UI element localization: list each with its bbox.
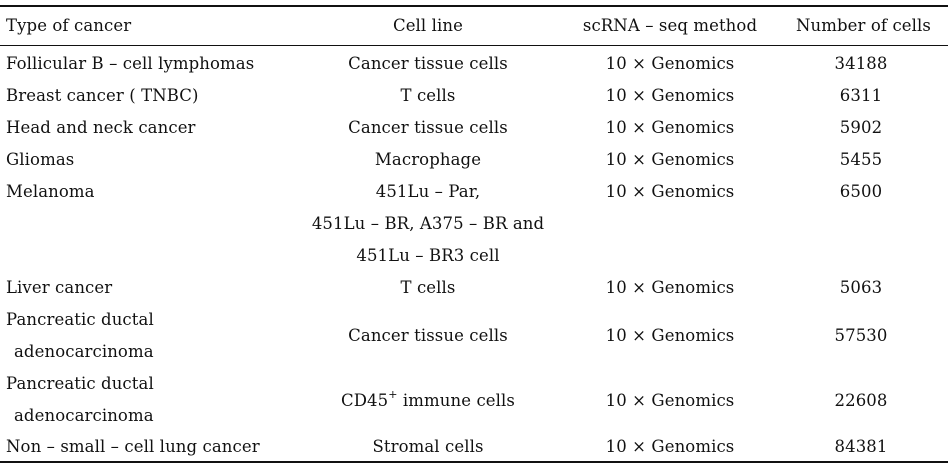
table-row-number: 84381 — [834, 437, 888, 456]
table-row-type: Non – small – cell lung cancer — [6, 437, 260, 456]
cell-line-prefix: CD45 — [341, 391, 389, 410]
table-row-cell-line: CD45+ immune cells — [296, 385, 560, 417]
table-row-method: 10 × Genomics — [605, 391, 735, 410]
table-row-method: 10 × Genomics — [605, 54, 735, 73]
header-scrna-seq-method: scRNA – seq method — [582, 16, 758, 35]
table-row-number: 6311 — [839, 86, 883, 105]
table-row-type: Gliomas — [6, 150, 75, 169]
table-row-cell-line: T cells — [400, 86, 456, 105]
table-row-type-line1: Pancreatic ductal — [6, 374, 154, 393]
table-row-type: Breast cancer ( TNBC) — [6, 86, 199, 105]
table-row-type: Melanoma — [6, 182, 95, 201]
table-row-type-line1: Pancreatic ductal — [6, 310, 154, 329]
table-row-cell-line-line3: 451Lu – BR3 cell — [356, 246, 500, 265]
table-row-method: 10 × Genomics — [605, 278, 735, 297]
table-row-cell-line-line2: 451Lu – BR, A375 – BR and — [311, 214, 545, 233]
table-row-method: 10 × Genomics — [605, 437, 735, 456]
table-row-number: 5455 — [839, 150, 883, 169]
table-row-type: Follicular B – cell lymphomas — [6, 54, 255, 73]
table-row-cell-line: Stromal cells — [372, 437, 484, 456]
header-number-of-cells: Number of cells — [796, 16, 931, 35]
table-row-number: 6500 — [839, 182, 883, 201]
table-row-number: 34188 — [834, 54, 888, 73]
table-row-number: 5902 — [839, 118, 883, 137]
table-row-number: 57530 — [834, 326, 888, 345]
table-row-type: Liver cancer — [6, 278, 113, 297]
table-row-number: 5063 — [839, 278, 883, 297]
table-row-cell-line: Cancer tissue cells — [348, 326, 508, 345]
table-row-cell-line: Cancer tissue cells — [348, 54, 508, 73]
table-top-rule — [0, 5, 948, 7]
table-row-cell-line: T cells — [400, 278, 456, 297]
table-row-method: 10 × Genomics — [605, 86, 735, 105]
table-row-type: Head and neck cancer — [6, 118, 196, 137]
table-header-rule — [0, 45, 948, 46]
table-row-method: 10 × Genomics — [605, 118, 735, 137]
table-row-cell-line-line1: 451Lu – Par, — [375, 182, 481, 201]
header-type-of-cancer: Type of cancer — [6, 16, 132, 35]
cell-line-superscript: + — [388, 387, 398, 401]
table-row-cell-line: Cancer tissue cells — [348, 118, 508, 137]
table-row-cell-line: Macrophage — [374, 150, 482, 169]
table-row-method: 10 × Genomics — [605, 326, 735, 345]
table-row-type-line2: adenocarcinoma — [14, 342, 154, 361]
table-bottom-rule — [0, 461, 948, 463]
table-row-method: 10 × Genomics — [605, 150, 735, 169]
table-row-number: 22608 — [834, 391, 888, 410]
cell-line-suffix: immune cells — [397, 391, 515, 410]
table-row-method: 10 × Genomics — [605, 182, 735, 201]
header-cell-line: Cell line — [392, 16, 464, 35]
table-row-type-line2: adenocarcinoma — [14, 406, 154, 425]
